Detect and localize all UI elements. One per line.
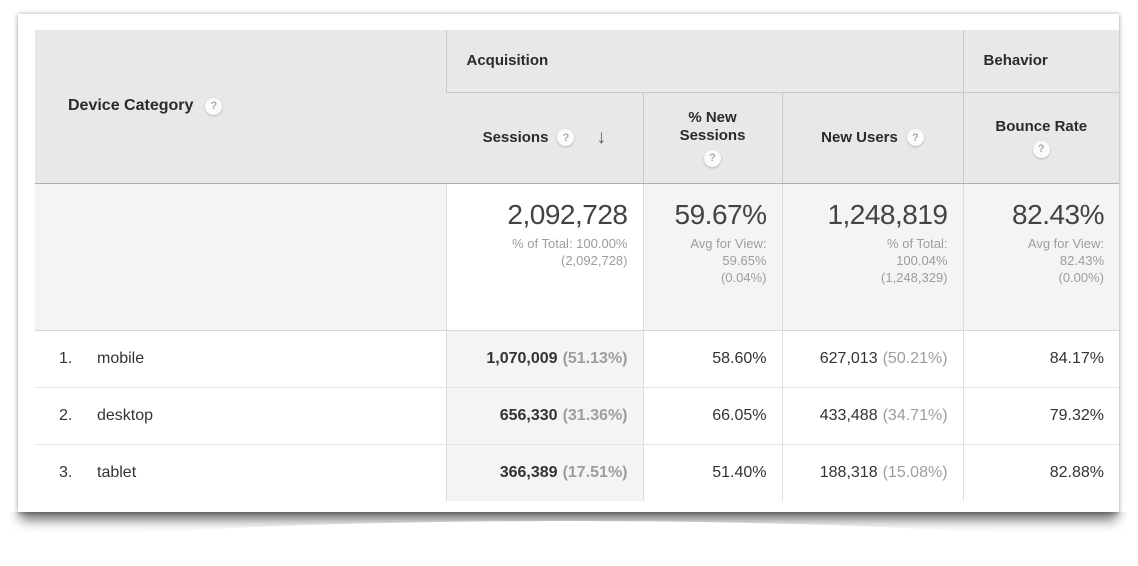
device-category-value: desktop: [97, 406, 154, 424]
device-category-value: tablet: [97, 463, 137, 481]
sessions-total: 2,092,728: [507, 198, 628, 230]
new-users-percent: (50.21%): [882, 349, 948, 367]
table-row-desktop: 2. desktop 656,330 (31.36%) 66.05% 433,488…: [35, 387, 1119, 445]
percent-new-sessions-cell: 66.05%: [642, 387, 782, 445]
bounce-rate-note: 82.43%: [1059, 252, 1105, 268]
bounce-rate-column-label: Bounce Rate: [995, 117, 1088, 135]
row-index: 2.: [59, 406, 73, 424]
bounce-rate-column-header[interactable]: Bounce Rate ?: [962, 92, 1119, 184]
dimension-cell: 2. desktop: [35, 387, 446, 445]
sessions-cell: 1,070,009 (51.13%): [445, 330, 643, 388]
sessions-cell: 656,330 (31.36%): [445, 387, 643, 445]
summary-dimension-cell: [35, 183, 446, 331]
new-users-cell: 433,488 (34.71%): [781, 387, 964, 445]
sessions-total-note: (2,092,728): [561, 252, 628, 268]
sessions-value: 366,389: [499, 463, 558, 481]
sort-descending-icon[interactable]: ↓: [596, 127, 606, 148]
device-category-header[interactable]: Device Category ?: [35, 30, 446, 184]
new-users-value: 433,488: [819, 406, 878, 424]
bounce-rate-value: 82.88%: [1049, 463, 1105, 481]
summary-row: 2,092,728 % of Total: 100.00% (2,092,728…: [35, 183, 1119, 331]
bounce-rate-value: 79.32%: [1049, 406, 1105, 424]
new-users-note: % of Total:: [887, 235, 948, 251]
percent-new-sessions-value: 66.05%: [712, 406, 767, 424]
percent-new-sessions-cell: 51.40%: [642, 444, 782, 501]
percent-new-sessions-note: Avg for View:: [690, 235, 767, 251]
percent-new-sessions-value: 58.60%: [712, 349, 767, 367]
behavior-group-header: Behavior: [962, 30, 1119, 93]
summary-new-users-cell: 1,248,819 % of Total: 100.04% (1,248,329…: [781, 183, 964, 331]
help-icon[interactable]: ?: [205, 97, 223, 115]
sessions-value: 1,070,009: [486, 349, 558, 367]
percent-new-sessions-total: 59.67%: [674, 198, 767, 230]
row-index: 1.: [59, 349, 73, 367]
sessions-percent: (31.36%): [562, 406, 628, 424]
report-card: Device Category ? Acquisition Behavior: [18, 14, 1119, 512]
behavior-group-label: Behavior: [983, 52, 1048, 70]
device-category-header-label: Device Category: [68, 97, 194, 115]
analytics-table: Device Category ? Acquisition Behavior: [35, 30, 1119, 501]
dimension-cell: 1. mobile: [35, 330, 446, 388]
table-row-tablet: 3. tablet 366,389 (17.51%) 51.40% 188,318(…: [35, 444, 1119, 501]
help-icon[interactable]: ?: [1032, 140, 1050, 158]
percent-new-sessions-cell: 58.60%: [642, 330, 782, 388]
card-drop-shadow: [10, 512, 1127, 558]
new-users-total: 1,248,819: [827, 198, 948, 230]
new-users-cell: 627,013 (50.21%): [781, 330, 964, 388]
acquisition-group-header: Acquisition: [445, 30, 964, 93]
new-users-value: 188,318: [819, 463, 878, 481]
new-users-column-label: New Users: [821, 129, 898, 146]
help-icon[interactable]: ?: [906, 129, 924, 146]
dimension-cell: 3. tablet: [35, 444, 446, 501]
sessions-cell: 366,389 (17.51%): [445, 444, 643, 501]
new-users-note: 100.04%: [896, 252, 948, 268]
bounce-rate-note: Avg for View:: [1027, 235, 1105, 251]
sessions-value: 656,330: [499, 406, 558, 424]
new-users-percent: (34.71%): [882, 406, 948, 424]
new-users-note: (1,248,329): [881, 269, 948, 285]
sessions-total-note: % of Total: 100.00%: [512, 235, 628, 251]
summary-bounce-rate-cell: 82.43% Avg for View: 82.43% (0.00%): [962, 183, 1119, 331]
sessions-percent: (17.51%): [562, 463, 628, 481]
percent-new-sessions-note: 59.65%: [722, 252, 767, 268]
percent-new-sessions-note: (0.04%): [720, 269, 767, 285]
help-icon[interactable]: ?: [704, 149, 721, 167]
row-index: 3.: [59, 463, 73, 481]
bounce-rate-total: 82.43%: [1012, 198, 1105, 230]
bounce-rate-cell: 82.88%: [962, 444, 1119, 501]
bounce-rate-cell: 79.32%: [962, 387, 1119, 445]
bounce-rate-value: 84.17%: [1049, 349, 1105, 367]
new-users-cell: 188,318 (15.08%): [781, 444, 964, 501]
new-users-value: 627,013: [819, 349, 878, 367]
table-row-mobile: 1. mobile 1,070,009 (51.13%) 58.60% 627,01…: [35, 330, 1119, 388]
sessions-column-label: Sessions: [482, 129, 549, 146]
percent-new-sessions-value: 51.40%: [712, 463, 767, 481]
sessions-percent: (51.13%): [562, 349, 628, 367]
acquisition-group-label: Acquisition: [466, 52, 549, 70]
bounce-rate-note: (0.00%): [1058, 269, 1105, 285]
percent-new-sessions-column-label: % New Sessions: [679, 108, 746, 144]
sessions-column-header[interactable]: Sessions ? ↓: [446, 92, 643, 184]
new-users-percent: (15.08%): [882, 463, 948, 481]
summary-sessions-cell: 2,092,728 % of Total: 100.00% (2,092,728…: [445, 183, 643, 331]
help-icon[interactable]: ?: [557, 129, 575, 146]
summary-percent-new-sessions-cell: 59.67% Avg for View: 59.65% (0.04%): [642, 183, 782, 331]
bounce-rate-cell: 84.17%: [962, 330, 1119, 388]
new-users-column-header[interactable]: New Users ?: [781, 92, 964, 184]
percent-new-sessions-column-header[interactable]: % New Sessions ?: [642, 92, 782, 184]
device-category-value: mobile: [97, 349, 145, 367]
